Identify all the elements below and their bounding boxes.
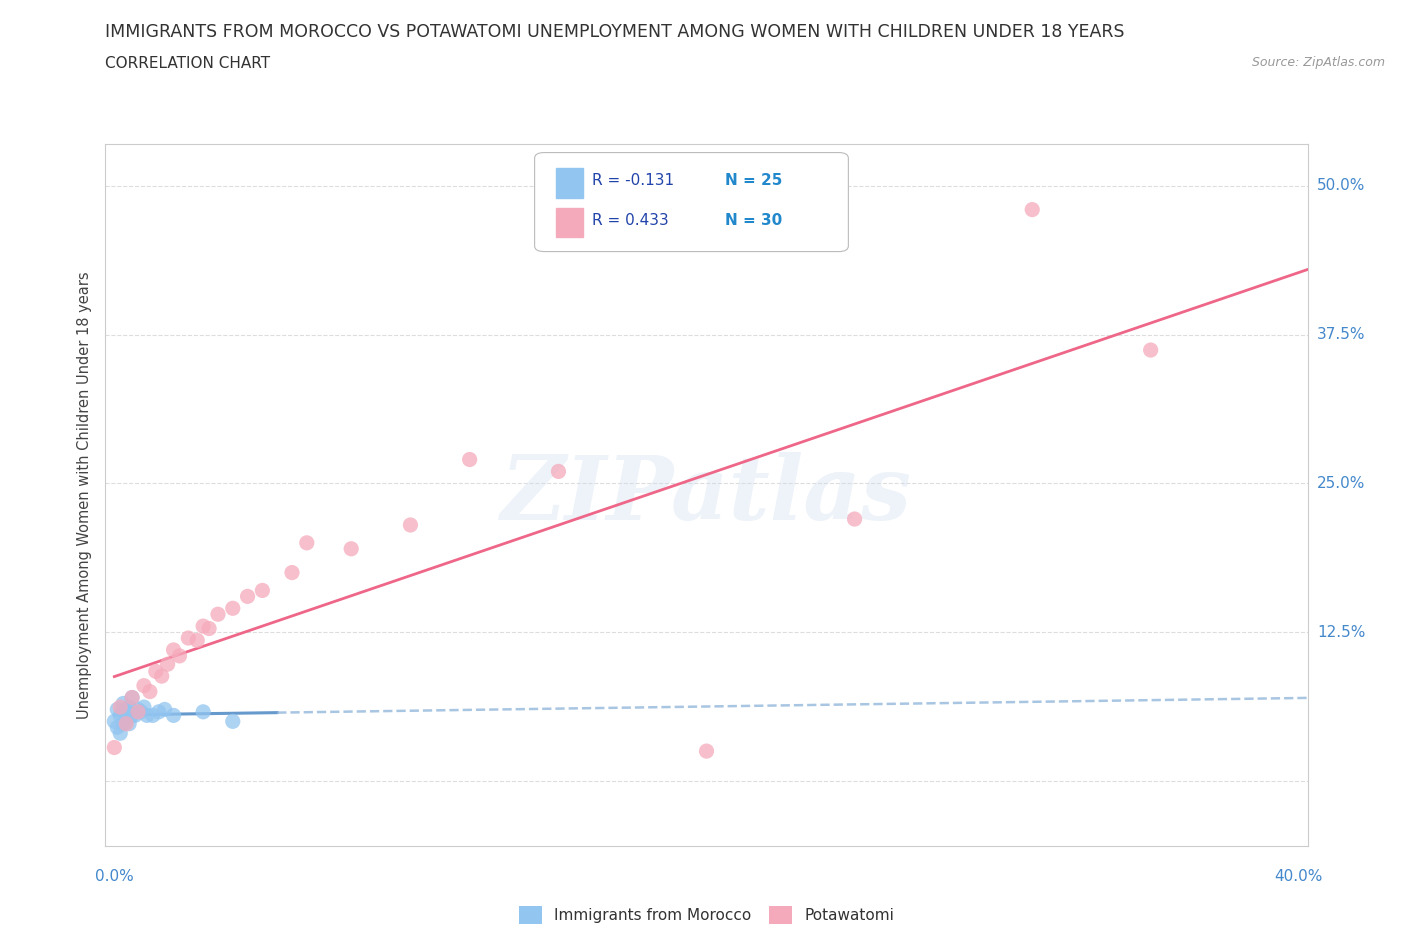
Point [135,708,157,723]
Text: IMMIGRANTS FROM MOROCCO VS POTAWATOMI UNEMPLOYMENT AMONG WOMEN WITH CHILDREN UND: IMMIGRANTS FROM MOROCCO VS POTAWATOMI UN… [105,23,1125,41]
Point [844,512,866,526]
Point [103,714,125,729]
Point [124,708,146,723]
Point [252,583,274,598]
Point [132,699,155,714]
Point [121,690,143,705]
Point [139,684,162,699]
Point [112,716,135,731]
Point [162,708,184,723]
Point [110,699,132,714]
Point [112,704,135,719]
Point [153,702,176,717]
Legend: Immigrants from Morocco, Potawatomi: Immigrants from Morocco, Potawatomi [513,899,900,930]
Point [458,452,481,467]
Text: 37.5%: 37.5% [1317,327,1365,342]
Point [156,657,179,671]
Point [105,702,128,717]
Point [186,633,208,648]
Point [207,606,229,621]
Point [148,704,170,719]
Point [162,643,184,658]
Point [340,541,363,556]
Point [222,714,245,729]
Text: 25.0%: 25.0% [1317,476,1365,491]
Text: N = 25: N = 25 [724,173,782,188]
Point [129,704,152,719]
Point [121,708,143,723]
Point [169,648,191,663]
Text: 50.0%: 50.0% [1317,179,1365,193]
Point [695,744,717,759]
Point [127,702,149,717]
FancyBboxPatch shape [534,153,848,252]
Point [198,621,221,636]
Text: CORRELATION CHART: CORRELATION CHART [105,56,270,71]
Point [191,704,214,719]
Point [145,664,167,679]
Bar [557,168,582,198]
Point [177,631,200,645]
Point [1139,342,1161,357]
Point [121,690,143,705]
Point [115,702,138,717]
Point [118,716,141,731]
Point [281,565,304,580]
Point [236,589,259,604]
Point [547,464,569,479]
Text: ZIPatlas: ZIPatlas [501,452,912,538]
Point [191,618,214,633]
Point [110,708,132,723]
Text: 12.5%: 12.5% [1317,625,1365,640]
Text: R = 0.433: R = 0.433 [592,213,669,228]
Point [105,720,128,735]
Point [222,601,245,616]
Y-axis label: Unemployment Among Women with Children Under 18 years: Unemployment Among Women with Children U… [77,272,93,719]
Bar [557,207,582,237]
Point [150,669,173,684]
Text: N = 30: N = 30 [724,213,782,228]
Point [132,678,155,693]
Point [399,517,422,532]
Point [103,740,125,755]
Text: R = -0.131: R = -0.131 [592,173,675,188]
Point [115,714,138,729]
Text: 0.0%: 0.0% [96,869,134,883]
Point [127,704,149,719]
Point [115,716,138,731]
Point [142,708,165,723]
Point [118,699,141,714]
Text: 40.0%: 40.0% [1274,869,1323,883]
Point [110,725,132,740]
Point [295,536,318,551]
Point [112,696,135,711]
Point [1021,202,1043,217]
Text: Source: ZipAtlas.com: Source: ZipAtlas.com [1251,56,1385,69]
